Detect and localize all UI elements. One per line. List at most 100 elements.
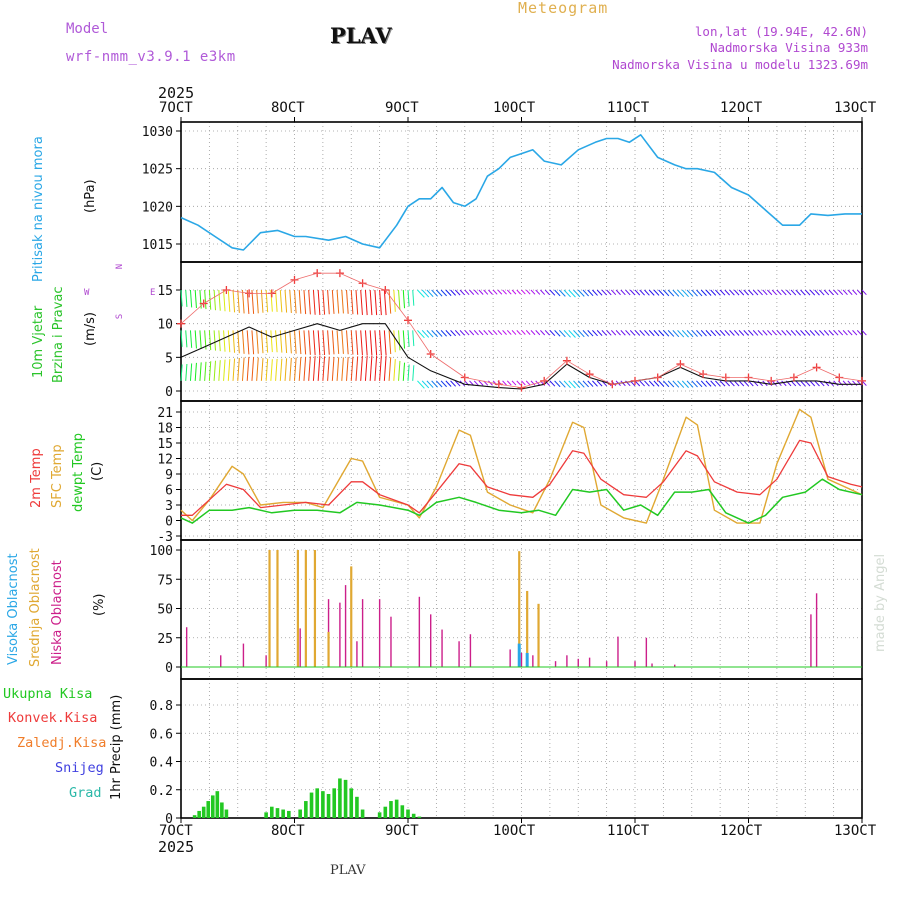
wind-barb <box>573 380 581 388</box>
wind-barb <box>407 364 410 381</box>
precip-bar <box>389 801 393 818</box>
wind-barb <box>374 355 378 381</box>
wind-barb <box>752 289 759 296</box>
wind-barb <box>705 380 712 387</box>
wind-barb <box>393 330 396 353</box>
wind-barb <box>322 289 326 315</box>
wind-barb <box>615 289 621 296</box>
wind-barb <box>336 289 340 314</box>
temp-2m-line <box>181 439 863 516</box>
precip-bar <box>355 796 359 818</box>
wind-barb <box>771 289 777 296</box>
wind-barb <box>700 330 707 337</box>
cloud-bar <box>361 599 364 667</box>
wind-barb <box>601 289 608 296</box>
wind-barb <box>265 330 269 353</box>
wind-barb <box>294 357 297 381</box>
cloud-bar <box>520 652 523 667</box>
wind-barb <box>436 289 443 297</box>
cloud-bar <box>220 655 222 667</box>
model-label: Model <box>66 21 109 37</box>
wind-barb <box>653 380 660 387</box>
wind-barb <box>686 289 694 297</box>
wind-barb <box>648 289 655 296</box>
y-tick-label: 0.6 <box>150 727 173 742</box>
wind-barb <box>748 289 754 296</box>
cloud-bar <box>509 649 511 667</box>
wind-barb <box>459 289 465 296</box>
cloud-bar <box>554 661 557 667</box>
wind-barb <box>554 380 561 388</box>
y-tick-label: 50 <box>157 603 173 618</box>
wind-barb <box>398 360 401 381</box>
wind-barb <box>767 330 773 336</box>
wind-barb <box>194 362 197 381</box>
top-date-label: 12OCT <box>720 100 763 116</box>
wind-barb <box>464 289 470 296</box>
wind-barb <box>563 380 571 389</box>
wind-barb <box>833 289 839 296</box>
wind-barb <box>241 357 245 381</box>
wind-barb <box>634 289 641 296</box>
altitude-label: Nadmorska Visina 933m <box>709 40 868 55</box>
wind-barb <box>440 330 447 337</box>
y-tick-label: 0 <box>165 385 173 400</box>
wind-barb <box>837 330 844 336</box>
wind-barb <box>592 289 598 296</box>
wind-barb <box>823 330 830 336</box>
wind-barb <box>223 359 226 381</box>
wind-barb <box>256 289 259 314</box>
wind-barb <box>563 289 571 298</box>
y-tick-label: 75 <box>157 573 173 588</box>
wind-barb <box>634 330 641 336</box>
wind-barb <box>256 330 259 354</box>
wind-barb <box>776 289 782 296</box>
wind-barb <box>577 380 585 388</box>
wind-barb <box>388 289 392 314</box>
wind-barb <box>729 330 735 336</box>
wind-barb <box>383 330 387 356</box>
wind-barb <box>625 289 631 296</box>
wind-barb <box>757 380 763 387</box>
y-tick-label: 0 <box>165 515 173 530</box>
wind-barb <box>691 289 698 297</box>
top-date-label: 10OCT <box>493 100 536 116</box>
wind-barb <box>809 289 816 296</box>
bottom-date-label: 7OCT <box>159 823 193 839</box>
wind-barb <box>260 330 264 354</box>
wind-barb <box>426 330 434 338</box>
wind-barb <box>663 380 670 388</box>
top-date-label: 11OCT <box>607 100 650 116</box>
wind-barb <box>828 289 834 296</box>
wind-barb <box>341 330 344 354</box>
y-tick-label: 1025 <box>142 163 173 178</box>
wind-barb <box>819 330 825 336</box>
wind-barb <box>388 330 392 355</box>
wind-barb <box>327 289 330 315</box>
wind-barb <box>227 289 231 312</box>
wind-barb <box>795 289 801 296</box>
wind-barb <box>582 330 590 337</box>
wind-barb <box>852 330 858 336</box>
cloud-bar <box>418 596 421 667</box>
wind-barb <box>847 380 853 386</box>
wind-barb <box>317 355 321 381</box>
wind-barb <box>677 380 685 388</box>
wind-barb <box>738 289 745 296</box>
wind-barb <box>516 380 521 386</box>
wind-barb <box>852 380 858 386</box>
wind-barb <box>724 380 731 387</box>
wind-barb <box>289 330 292 354</box>
cloud-bar <box>525 652 529 667</box>
bottom-date-label: 12OCT <box>720 823 763 839</box>
year-bottom: 2025 <box>158 838 195 856</box>
precip-bar <box>197 810 201 818</box>
wind-barb <box>842 330 848 336</box>
wind-barb <box>847 330 853 336</box>
cloud-bar <box>299 628 301 667</box>
wind-barb <box>189 363 193 381</box>
wind-barb <box>232 289 236 313</box>
cloud-bar <box>339 602 341 667</box>
wind-barb <box>265 358 269 381</box>
